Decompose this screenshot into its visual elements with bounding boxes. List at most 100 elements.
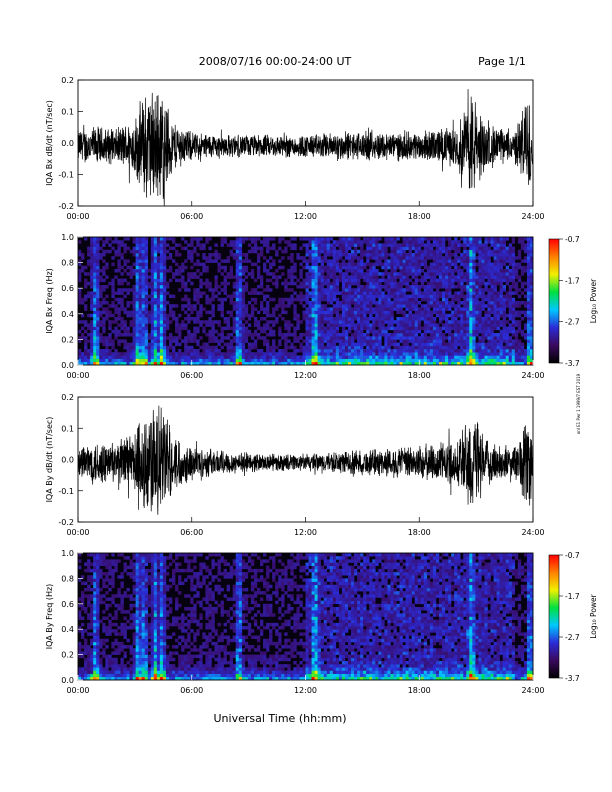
spectrogram-cell <box>347 265 352 270</box>
spectrogram-cell <box>105 654 109 659</box>
spectrogram-cell <box>466 307 470 311</box>
spectrogram-cell <box>499 313 503 318</box>
spectrogram-cell <box>423 317 428 321</box>
spectrogram-cell <box>357 294 361 299</box>
spectrogram-cell <box>81 676 85 681</box>
spectrogram-cell <box>105 345 109 350</box>
spectrogram-cell <box>511 320 516 324</box>
spectrogram-cell <box>429 269 434 273</box>
spectrogram-cell <box>156 291 161 295</box>
spectrogram-cell <box>411 237 415 241</box>
spectrogram-cell <box>496 349 500 353</box>
spectrogram-cell <box>184 281 188 286</box>
spectrogram-cell <box>241 301 246 305</box>
spectrogram-cell <box>108 664 112 668</box>
spectrogram-cell <box>493 262 497 267</box>
spectrogram-cell <box>347 352 352 356</box>
spectrogram-cell <box>90 285 94 289</box>
spectrogram-cell <box>332 285 337 289</box>
spectrogram-cell <box>466 336 470 340</box>
spectrogram-cell <box>172 352 176 356</box>
spectrogram-cell <box>463 294 467 299</box>
spectrogram-cell <box>311 339 315 343</box>
spectrogram-cell <box>226 326 230 331</box>
spectrogram-cell <box>526 352 531 356</box>
spectrogram-cell <box>308 307 312 311</box>
spectrogram-cell <box>448 304 452 308</box>
spectrogram-cell <box>372 333 376 337</box>
spectrogram-cell <box>99 237 103 241</box>
spectrogram-cell <box>493 246 497 251</box>
spectrogram-cell <box>126 352 130 356</box>
spectrogram-cell <box>514 285 519 289</box>
spectrogram-cell <box>469 259 473 263</box>
spectrogram-cell <box>181 246 185 251</box>
spectrogram-cell <box>159 278 164 283</box>
spectrogram-cell <box>102 320 106 324</box>
spectrogram-cell <box>526 333 531 337</box>
spectrogram-cell <box>426 323 431 327</box>
spectrogram-cell <box>341 333 346 337</box>
spectrogram-cell <box>369 345 373 350</box>
spectrogram-cell <box>290 256 294 260</box>
spectrogram-cell <box>490 310 494 315</box>
spectrogram-cell <box>129 323 133 327</box>
spectrogram-cell <box>90 249 94 254</box>
spectrogram-cell <box>432 310 437 315</box>
spectrogram-cell <box>369 291 373 295</box>
spectrogram-cell <box>323 278 328 283</box>
spectrogram-cell <box>526 269 531 273</box>
spectrogram-cell <box>159 329 164 334</box>
spectrogram-cell <box>426 237 431 241</box>
spectrogram-cell <box>256 336 261 340</box>
spectrogram-cell <box>314 285 318 289</box>
spectrogram-cell <box>323 339 328 343</box>
spectrogram-cell <box>457 301 461 305</box>
spectrogram-cell <box>250 352 255 356</box>
spectrogram-cell <box>150 301 155 305</box>
spectrogram-cell <box>132 361 136 366</box>
spectrogram-cell <box>505 333 510 337</box>
spectrogram-cell <box>384 240 388 244</box>
spectrogram-cell <box>372 297 376 302</box>
spectrogram-cell <box>396 336 400 340</box>
spectrogram-cell <box>208 237 212 241</box>
spectrogram-cell <box>320 345 324 350</box>
spectrogram-cell <box>329 355 334 359</box>
spectrogram-cell <box>438 336 443 340</box>
spectrogram-cell <box>135 259 139 263</box>
spectrogram-cell <box>311 333 315 337</box>
spectrogram-cell <box>150 249 155 254</box>
spectrogram-cell <box>475 345 479 350</box>
spectrogram-cell <box>135 297 139 302</box>
spectrogram-cell <box>438 237 443 241</box>
spectrogram-cell <box>241 265 246 270</box>
spectrogram-cell <box>490 317 494 321</box>
spectrogram-cell <box>454 278 458 283</box>
spectrogram-cell <box>448 342 452 347</box>
spectrogram-cell <box>499 294 503 299</box>
spectrogram-cell <box>281 249 285 254</box>
spectrogram-cell <box>432 361 437 366</box>
spectrogram-cell <box>102 572 106 576</box>
spectrogram-cell <box>226 281 230 286</box>
spectrogram-cell <box>502 237 506 241</box>
spectrogram-cell <box>238 281 243 286</box>
spectrogram-cell <box>442 285 446 289</box>
spectrogram-cell <box>526 313 531 318</box>
spectrogram-cell <box>475 249 479 254</box>
spectrogram-cell <box>351 342 355 347</box>
spectrogram-cell <box>120 265 124 270</box>
spectrogram-cell <box>466 259 470 263</box>
spectrogram-cell <box>78 349 82 353</box>
spectrogram-cell <box>390 275 394 279</box>
colorbar-gradient <box>548 238 560 364</box>
spectrogram-cell <box>375 349 379 353</box>
spectrogram-cell <box>293 310 297 315</box>
y-axis-label: IQA Bx dB/dt (nT/sec) <box>45 100 54 186</box>
spectrogram-cell <box>472 265 476 270</box>
spectrogram-cell <box>126 345 130 350</box>
spectrogram-cell <box>341 304 346 308</box>
spectrogram-cell <box>417 272 422 276</box>
spectrogram-cell <box>475 342 479 347</box>
